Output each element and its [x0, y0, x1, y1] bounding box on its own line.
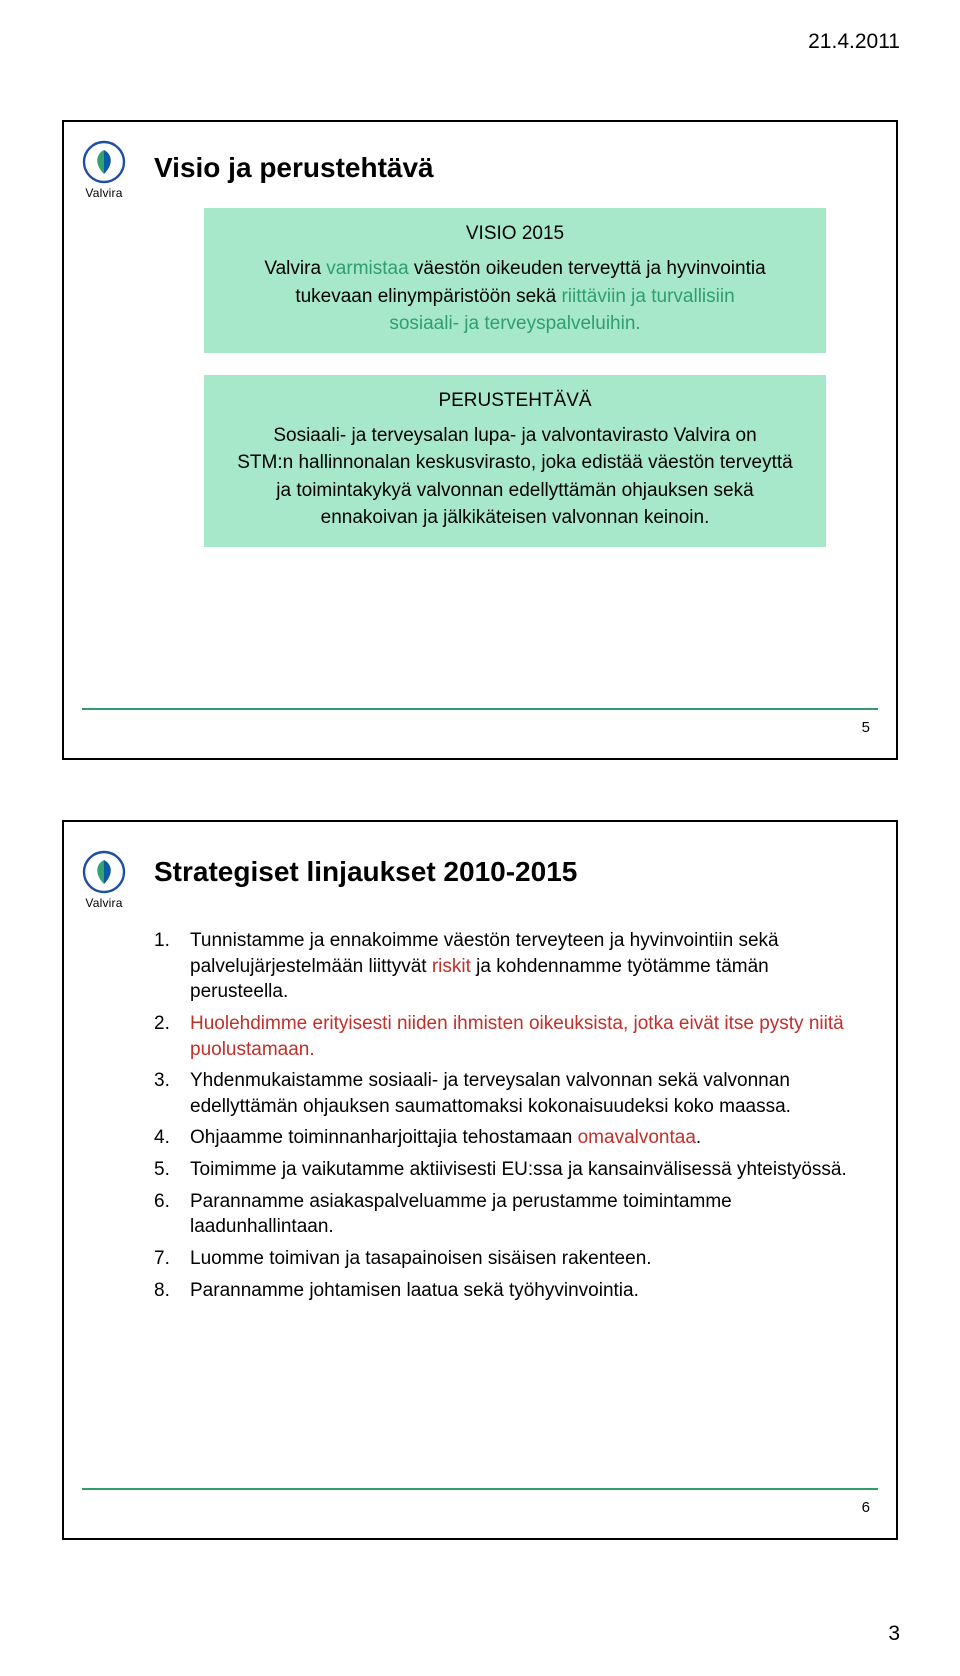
strategy-item: 6. Parannamme asiakaspalveluamme ja perus… — [154, 1189, 856, 1240]
item-text: Toimimme ja vaikutamme aktiivisesti EU:s… — [190, 1157, 856, 1183]
strategy-item: 3. Yhdenmukaistamme sosiaali- ja terveysa… — [154, 1068, 856, 1119]
strategy-item: 7. Luomme toimivan ja tasapainoisen sisäi… — [154, 1246, 856, 1272]
item-number: 8. — [154, 1278, 176, 1304]
text-highlight: riittäviin ja turvallisiin — [561, 286, 734, 307]
visio-box: VISIO 2015 Valvira varmistaa väestön oik… — [204, 208, 826, 353]
text-highlight: riskit — [432, 956, 471, 977]
strategy-item: 2. Huolehdimme erityisesti niiden ihmiste… — [154, 1011, 856, 1062]
item-text: Huolehdimme erityisesti niiden ihmisten … — [190, 1011, 856, 1062]
item-text: Yhdenmukaistamme sosiaali- ja terveysala… — [190, 1068, 856, 1119]
brand-logo-block: Valvira — [82, 140, 126, 200]
brand-name: Valvira — [85, 186, 122, 200]
page-number: 3 — [888, 1622, 900, 1646]
slide-strategiset: Valvira Strategiset linjaukset 2010-2015… — [62, 820, 898, 1540]
text-highlight: varmistaa — [326, 258, 408, 279]
item-text: Ohjaamme toiminnanharjoittajia tehostama… — [190, 1125, 856, 1151]
strategy-item: 1.Tunnistamme ja ennakoimme väestön terv… — [154, 928, 856, 1005]
perustehtava-line: STM:n hallinnonalan keskusvirasto, joka … — [225, 449, 805, 477]
perustehtava-line: ja toimintakykyä valvonnan edellyttämän … — [225, 477, 805, 505]
text: väestön oikeuden terveyttä ja hyvinvoint… — [409, 258, 766, 279]
item-number: 7. — [154, 1246, 176, 1272]
visio-heading: VISIO 2015 — [225, 223, 805, 245]
visio-line1: Valvira varmistaa väestön oikeuden terve… — [225, 255, 805, 283]
text-highlight: Huolehdimme erityisesti niiden ihmisten … — [190, 1013, 844, 1060]
item-number: 4. — [154, 1125, 176, 1151]
perustehtava-line: Sosiaali- ja terveysalan lupa- ja valvon… — [225, 422, 805, 450]
perustehtava-box: PERUSTEHTÄVÄ Sosiaali- ja terveysalan lu… — [204, 375, 826, 547]
strategy-item: 4. Ohjaamme toiminnanharjoittajia tehosta… — [154, 1125, 856, 1151]
item-text: Tunnistamme ja ennakoimme väestön tervey… — [190, 928, 856, 1005]
valvira-logo-icon — [82, 850, 126, 894]
item-text: Parannamme johtamisen laatua sekä työhyv… — [190, 1278, 856, 1304]
slide1-number: 5 — [862, 719, 870, 736]
strategy-item: 5. Toimimme ja vaikutamme aktiivisesti EU… — [154, 1157, 856, 1183]
perustehtava-line: ennakoivan ja jälkikäteisen valvonnan ke… — [225, 504, 805, 532]
slide2-title: Strategiset linjaukset 2010-2015 — [154, 856, 856, 888]
item-number: 3. — [154, 1068, 176, 1119]
item-text: Luomme toimivan ja tasapainoisen sisäise… — [190, 1246, 856, 1272]
slide-visio: Valvira Visio ja perustehtävä VISIO 2015… — [62, 120, 898, 760]
item-number: 1. — [154, 928, 176, 1005]
text-highlight: omavalvontaa — [578, 1127, 696, 1148]
text: Ohjaamme toiminnanharjoittajia tehostama… — [190, 1127, 578, 1148]
perustehtava-heading: PERUSTEHTÄVÄ — [225, 390, 805, 412]
item-number: 6. — [154, 1189, 176, 1240]
item-text: Parannamme asiakaspalveluamme ja perusta… — [190, 1189, 856, 1240]
text: Valvira — [264, 258, 326, 279]
text: tukevaan elinympäristöön sekä — [295, 286, 561, 307]
brand-logo-block: Valvira — [82, 850, 126, 910]
text-highlight: sosiaali- ja terveyspalveluihin. — [389, 313, 640, 334]
slide-separator — [82, 1488, 878, 1490]
item-number: 5. — [154, 1157, 176, 1183]
visio-line3: sosiaali- ja terveyspalveluihin. — [225, 310, 805, 338]
item-number: 2. — [154, 1011, 176, 1062]
brand-name: Valvira — [85, 896, 122, 910]
slide1-title: Visio ja perustehtävä — [154, 152, 856, 184]
text: . — [696, 1127, 701, 1148]
strategy-item: 8. Parannamme johtamisen laatua sekä työh… — [154, 1278, 856, 1304]
visio-line2: tukevaan elinympäristöön sekä riittäviin… — [225, 283, 805, 311]
slide1-body: Visio ja perustehtävä VISIO 2015 Valvira… — [64, 122, 896, 589]
strategy-list: 1.Tunnistamme ja ennakoimme väestön terv… — [154, 928, 856, 1303]
slide2-number: 6 — [862, 1499, 870, 1516]
slide2-body: Strategiset linjaukset 2010-2015 1.Tunni… — [64, 822, 896, 1329]
slide-separator — [82, 708, 878, 710]
page-date: 21.4.2011 — [808, 30, 900, 54]
valvira-logo-icon — [82, 140, 126, 184]
page: 21.4.2011 Valvira Visio ja perustehtävä … — [0, 0, 960, 1676]
